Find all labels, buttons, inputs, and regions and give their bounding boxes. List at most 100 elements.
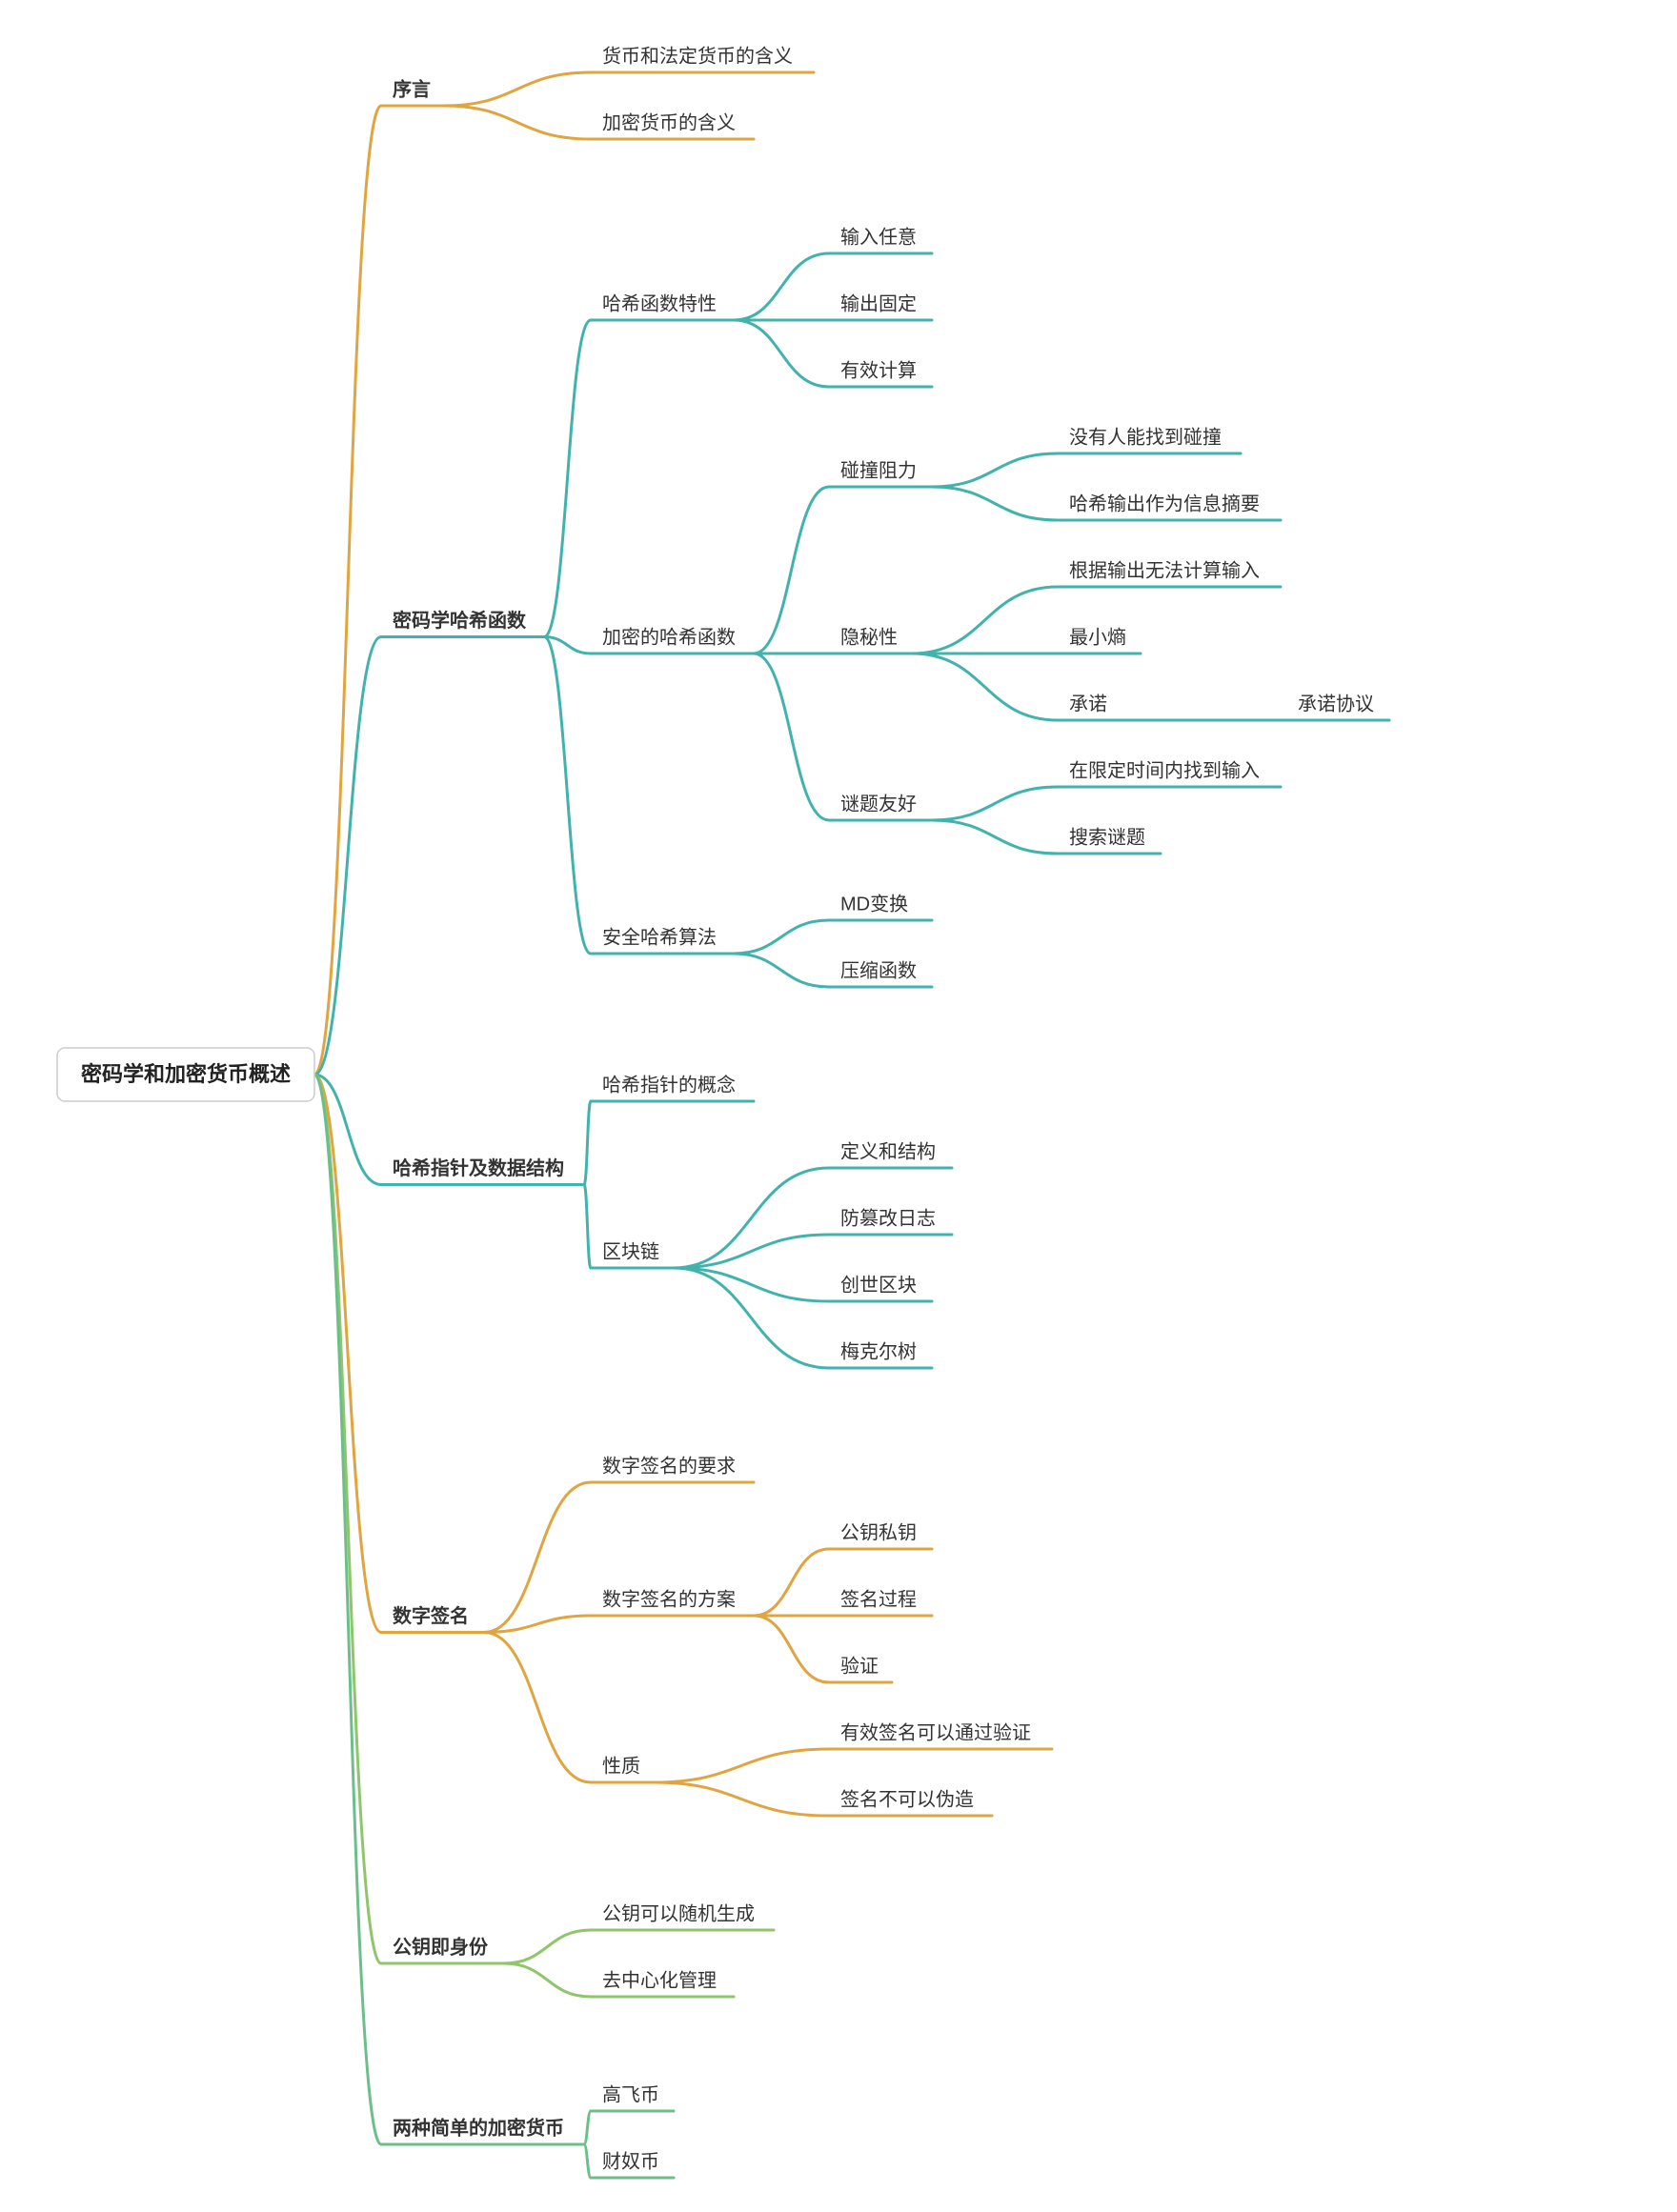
node-label: 在限定时间内找到输入 — [1069, 759, 1260, 781]
node-label: 数字签名的要求 — [602, 1455, 736, 1477]
node-label: 承诺协议 — [1298, 693, 1374, 714]
node-label: 没有人能找到碰撞 — [1069, 426, 1222, 448]
node-label: 输入任意 — [840, 226, 917, 248]
mindmap-edge — [654, 1782, 829, 1816]
mindmap-node: 梅克尔树 — [829, 1340, 932, 1368]
mindmap-node: 财奴币 — [591, 2150, 674, 2178]
mindmap-edge — [754, 487, 829, 654]
mindmap-node: 高飞币 — [591, 2083, 674, 2111]
node-label: 高飞币 — [602, 2083, 659, 2105]
mindmap-edge — [504, 1963, 591, 1997]
mindmap-edge — [314, 1075, 381, 1963]
mindmap-node: 公钥可以随机生成 — [591, 1902, 774, 1930]
mindmap-node: 碰撞阻力 — [829, 459, 932, 487]
mindmap-edge — [584, 2111, 591, 2144]
mindmap-edge — [932, 487, 1058, 520]
node-label: 公钥即身份 — [393, 1935, 489, 1958]
mindmap-node: 签名不可以伪造 — [829, 1788, 992, 1816]
node-label: 加密的哈希函数 — [602, 626, 736, 648]
node-label: 隐秘性 — [840, 626, 898, 648]
node-label: 谜题友好 — [840, 793, 917, 814]
mindmap-edge — [584, 1101, 591, 1185]
mindmap-edge — [484, 1633, 591, 1783]
mindmap-node: 没有人能找到碰撞 — [1058, 426, 1241, 453]
mindmap-edge — [674, 1268, 829, 1368]
mindmap-node: 数字签名 — [381, 1604, 484, 1633]
mindmap-node: 签名过程 — [829, 1588, 932, 1616]
mindmap-edge — [584, 1185, 591, 1269]
mindmap-edge — [912, 587, 1058, 654]
mindmap-edge — [444, 72, 591, 106]
mindmap-edge — [544, 320, 591, 637]
mindmap-edge — [654, 1749, 829, 1782]
node-label: 签名不可以伪造 — [840, 1788, 974, 1810]
mindmap-node: 输入任意 — [829, 226, 932, 253]
node-label: 两种简单的加密货币 — [393, 2116, 564, 2139]
mindmap-node: 搜索谜题 — [1058, 826, 1161, 854]
node-label: 货币和法定货币的含义 — [602, 45, 793, 67]
mindmap-node: 加密的哈希函数 — [591, 626, 754, 654]
mindmap-edge — [932, 820, 1058, 854]
node-label: 数字签名的方案 — [602, 1588, 736, 1610]
node-label: 定义和结构 — [840, 1140, 936, 1162]
mindmap-node: 性质 — [591, 1755, 654, 1782]
node-label: 哈希指针的概念 — [602, 1073, 736, 1096]
mindmap-node: 在限定时间内找到输入 — [1058, 759, 1281, 787]
mindmap-node: 输出固定 — [829, 292, 932, 320]
mindmap-node: 去中心化管理 — [591, 1969, 734, 1997]
mindmap-edge — [544, 637, 591, 955]
mindmap-root: 密码学和加密货币概述 — [57, 1048, 314, 1101]
mindmap-node: 压缩函数 — [829, 959, 932, 987]
node-label: 防篡改日志 — [840, 1207, 936, 1229]
node-label: 哈希输出作为信息摘要 — [1069, 493, 1260, 514]
node-label: 梅克尔树 — [840, 1340, 917, 1362]
mindmap-node: 承诺协议 — [1286, 693, 1389, 720]
node-label: 验证 — [840, 1655, 879, 1677]
node-label: 安全哈希算法 — [602, 926, 717, 948]
mindmap-node: 两种简单的加密货币 — [381, 2116, 584, 2144]
node-label: 性质 — [602, 1755, 640, 1777]
node-label: 签名过程 — [840, 1588, 917, 1610]
mindmap-node: 哈希输出作为信息摘要 — [1058, 493, 1281, 520]
node-label: 哈希函数特性 — [602, 292, 717, 314]
node-label: 搜索谜题 — [1069, 826, 1145, 848]
mindmap-node: 根据输出无法计算输入 — [1058, 559, 1281, 587]
mindmap-edge — [674, 1168, 829, 1268]
mindmap-edge — [754, 1549, 829, 1616]
mindmap-edge — [444, 106, 591, 139]
mindmap-node: 公钥私钥 — [829, 1521, 932, 1549]
root-label: 密码学和加密货币概述 — [81, 1062, 291, 1086]
mindmap-edge — [754, 1616, 829, 1682]
mindmap-node: 序言 — [381, 77, 444, 106]
node-label: 数字签名 — [393, 1604, 469, 1627]
node-label: 区块链 — [602, 1240, 659, 1262]
node-label: 根据输出无法计算输入 — [1069, 559, 1260, 581]
mindmap-node: 哈希函数特性 — [591, 292, 734, 320]
mindmap-edge — [932, 453, 1058, 487]
mindmap-node: 创世区块 — [829, 1274, 932, 1301]
mindmap-node: 承诺 — [1058, 693, 1121, 720]
mindmap-edge — [584, 2144, 591, 2178]
mindmap-node: 公钥即身份 — [381, 1935, 504, 1963]
mindmap-node: 哈希指针及数据结构 — [381, 1156, 584, 1185]
node-label: 承诺 — [1069, 693, 1107, 714]
mindmap-edge — [734, 253, 829, 320]
mindmap-edge — [484, 1616, 591, 1633]
mindmap-node: 区块链 — [591, 1240, 674, 1268]
mindmap-node: 安全哈希算法 — [591, 926, 734, 954]
mindmap-edge — [754, 654, 829, 820]
mindmap-node: 防篡改日志 — [829, 1207, 952, 1235]
node-label: 有效签名可以通过验证 — [840, 1721, 1031, 1743]
node-label: 序言 — [393, 77, 431, 100]
mindmap-node: MD变换 — [829, 893, 932, 920]
mindmap-node: 密码学哈希函数 — [381, 609, 544, 637]
node-label: 有效计算 — [840, 359, 917, 381]
mindmap-node: 哈希指针的概念 — [591, 1073, 754, 1101]
node-label: 创世区块 — [840, 1274, 917, 1296]
mindmap-node: 数字签名的方案 — [591, 1588, 754, 1616]
mindmap-edge — [734, 320, 829, 387]
node-label: 最小熵 — [1069, 626, 1126, 648]
node-label: 公钥私钥 — [840, 1521, 917, 1543]
mindmap-edge — [734, 954, 829, 987]
mindmap-node: 有效计算 — [829, 359, 932, 387]
